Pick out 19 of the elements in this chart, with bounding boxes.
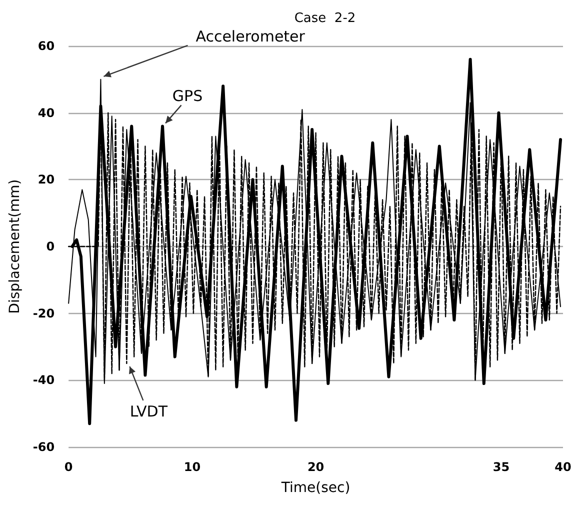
x-tick-label: 35	[492, 460, 510, 474]
y-tick-label: -20	[32, 306, 55, 320]
y-tick-label: 40	[38, 106, 55, 120]
y-tick-label: -40	[32, 373, 55, 388]
x-axis-title: Time(sec)	[280, 480, 350, 496]
text: LVDT	[130, 402, 168, 420]
y-tick-label: 20	[38, 172, 55, 187]
chart-title: Case 2-2	[294, 11, 356, 26]
y-tick-label: 60	[38, 39, 55, 53]
line-series	[70, 58, 562, 426]
x-tick-label: 40	[554, 460, 572, 474]
x-tick-label: 0	[64, 460, 73, 474]
x-tick-label: 10	[184, 460, 201, 474]
series-label: GPS	[172, 87, 203, 106]
y-tick-label: 0	[46, 240, 55, 254]
x-tick-label: 20	[307, 460, 324, 474]
y-axis-title: Displacement(mm)	[7, 179, 23, 314]
text: Accelerometer	[196, 27, 306, 46]
y-tick-label: -60	[32, 440, 55, 454]
